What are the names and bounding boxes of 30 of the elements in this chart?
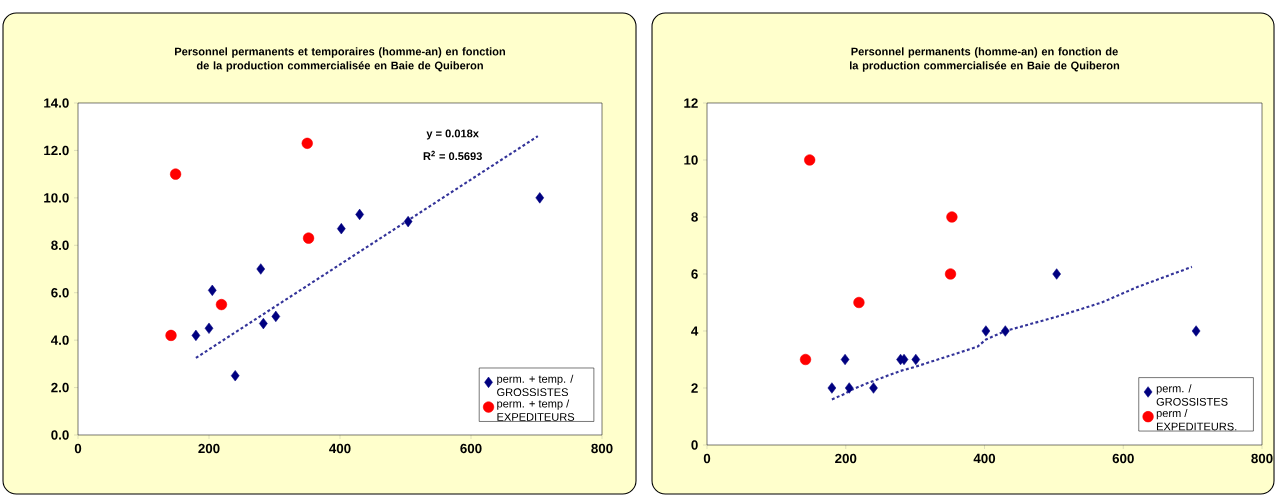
y-tick-label: 10 [684, 155, 698, 165]
x-tick-label: 0 [703, 453, 711, 464]
y-tick-label: 10.0 [44, 193, 69, 203]
legend-label: perm / EXPEDITEURS. [1156, 409, 1237, 431]
y-tick-label: 2.0 [51, 382, 69, 393]
y-tick-label: 4 [691, 326, 699, 336]
legend-label: perm. + temp / EXPEDITEURS [497, 399, 575, 421]
y-tick-label: 6.0 [51, 288, 69, 298]
annotation: y = 0.018x [426, 129, 479, 140]
y-tick-label: 8.0 [51, 240, 69, 250]
x-tick-label: 800 [591, 443, 613, 454]
y-tick-label: 12.0 [44, 145, 69, 156]
y-tick-label: 6 [691, 269, 698, 279]
y-tick-label: 14.0 [44, 98, 69, 108]
x-tick-label: 400 [329, 443, 351, 454]
y-tick-label: 8 [691, 212, 698, 222]
chart-title: Personnel permanents et temporaires (homme-an) en fonction de la production commercialisée en Baie de Quiberon [175, 47, 506, 72]
x-tick-label: 800 [1251, 453, 1273, 464]
x-tick-label: 400 [973, 453, 996, 464]
x-tick-label: 600 [460, 443, 482, 454]
x-tick-label: 600 [1112, 453, 1134, 464]
x-tick-label: 0 [74, 443, 82, 454]
y-tick-label: 12 [684, 98, 698, 108]
x-tick-label: 200 [198, 443, 220, 454]
chart-title: Personnel permanents (homme-an) en fonction de la production commercialisée en Baie de Quiberon [849, 47, 1120, 72]
x-tick-label: 200 [835, 453, 857, 464]
y-tick-label: 2 [691, 383, 698, 393]
y-tick-label: 0.0 [51, 430, 69, 440]
y-tick-label: 4.0 [50, 335, 69, 345]
annotation: R$^{2}$ = 0.5693 [423, 150, 482, 161]
